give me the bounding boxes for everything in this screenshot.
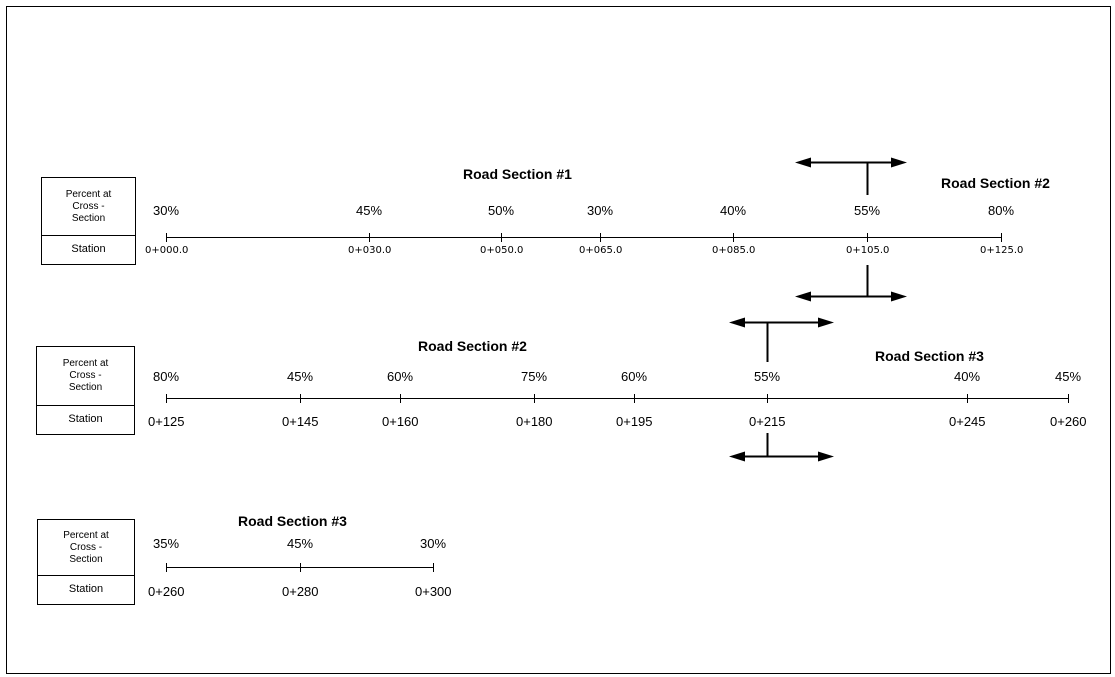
- road-section-title: Road Section #2: [418, 338, 527, 354]
- legend-percent-label: Percent at Cross - Section: [66, 189, 112, 225]
- legend-percent-line: Cross -: [72, 200, 105, 212]
- road-section-title: Road Section #3: [875, 348, 984, 364]
- legend-percent-line: Percent at: [62, 358, 109, 369]
- legend-percent-line: Section: [69, 553, 103, 565]
- legend-percent-cell: Percent at Cross - Section: [42, 178, 135, 236]
- legend-station-cell: Station: [38, 574, 134, 604]
- legend-percent-cell: Percent at Cross - Section: [38, 520, 134, 576]
- legend-percent-line: Percent at: [65, 188, 112, 200]
- percent-label: 80%: [988, 203, 1015, 218]
- percent-label: 45%: [356, 203, 383, 218]
- legend-percent-line: Section: [71, 212, 106, 224]
- arrow-head-right-icon: [818, 451, 834, 462]
- station-label: 0+215: [749, 414, 786, 429]
- legend-box-row-1: Percent at Cross - Section Station: [41, 177, 136, 265]
- station-label: 0+160: [382, 414, 419, 429]
- legend-percent-line: Percent at: [63, 529, 109, 541]
- percent-label: 75%: [521, 369, 548, 384]
- station-label: 0+145: [282, 414, 319, 429]
- station-label: 0+245: [949, 414, 986, 429]
- outer-border: [6, 6, 1111, 674]
- road-section-title: Road Section #1: [463, 166, 572, 182]
- legend-station-cell: Station: [42, 234, 135, 264]
- legend-box-row-3: Percent at Cross - Section Station: [37, 519, 135, 605]
- percent-label: 60%: [387, 369, 414, 384]
- station-label: 0+065.0: [579, 245, 623, 256]
- legend-percent-label: Percent at Cross - Section: [63, 358, 109, 394]
- percent-label: 30%: [587, 203, 614, 218]
- legend-percent-line: Section: [68, 382, 103, 393]
- percent-label: 45%: [1055, 369, 1082, 384]
- station-label: 0+000.0: [145, 245, 189, 256]
- station-label: 0+260: [1050, 414, 1087, 429]
- arrow-head-right-icon: [891, 157, 907, 168]
- percent-label: 55%: [854, 203, 881, 218]
- percent-label: 55%: [754, 369, 781, 384]
- legend-station-label: Station: [68, 413, 103, 425]
- percent-label: 80%: [153, 369, 180, 384]
- arrow-head-right-icon: [891, 291, 907, 302]
- station-label: 0+180: [516, 414, 553, 429]
- station-label: 0+280: [282, 584, 319, 599]
- station-label: 0+125.0: [980, 245, 1024, 256]
- station-label: 0+105.0: [846, 245, 890, 256]
- percent-label: 30%: [153, 203, 180, 218]
- percent-label: 45%: [287, 536, 314, 551]
- station-label: 0+125: [148, 414, 185, 429]
- legend-station-label: Station: [68, 583, 104, 595]
- legend-box-row-2: Percent at Cross - Section Station: [36, 346, 135, 435]
- station-label: 0+260: [148, 584, 185, 599]
- legend-percent-line: Cross -: [69, 370, 102, 381]
- percent-label: 35%: [153, 536, 180, 551]
- legend-station-cell: Station: [37, 404, 134, 434]
- station-label: 0+085.0: [712, 245, 756, 256]
- station-label: 0+050.0: [480, 245, 524, 256]
- arrow-head-left-icon: [795, 291, 811, 302]
- percent-label: 45%: [287, 369, 314, 384]
- arrow-head-right-icon: [818, 317, 834, 328]
- arrow-head-left-icon: [729, 451, 745, 462]
- percent-label: 40%: [720, 203, 747, 218]
- legend-percent-label: Percent at Cross - Section: [63, 530, 109, 566]
- percent-label: 30%: [420, 536, 447, 551]
- legend-station-label: Station: [71, 243, 106, 255]
- station-label: 0+300: [415, 584, 452, 599]
- road-section-title: Road Section #3: [238, 513, 347, 529]
- arrow-head-left-icon: [729, 317, 745, 328]
- station-label: 0+030.0: [348, 245, 392, 256]
- percent-label: 40%: [954, 369, 981, 384]
- arrow-head-left-icon: [795, 157, 811, 168]
- station-label: 0+195: [616, 414, 653, 429]
- percent-label: 60%: [621, 369, 648, 384]
- legend-percent-cell: Percent at Cross - Section: [37, 347, 134, 406]
- road-section-title: Road Section #2: [941, 175, 1050, 191]
- percent-label: 50%: [488, 203, 515, 218]
- legend-percent-line: Cross -: [69, 541, 103, 553]
